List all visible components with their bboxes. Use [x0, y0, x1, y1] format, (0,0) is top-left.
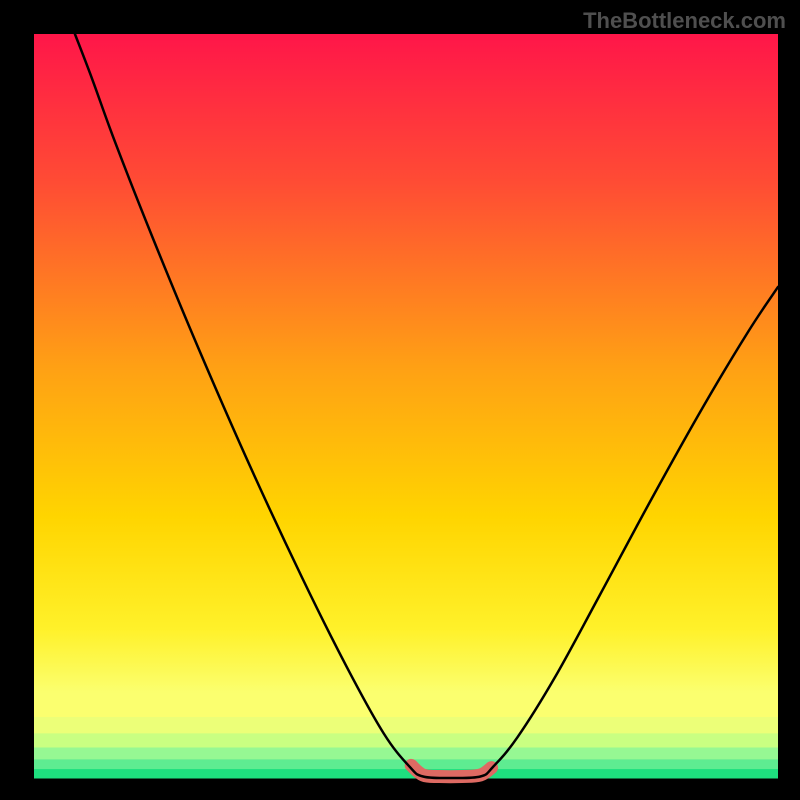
bottom-band — [34, 769, 778, 778]
chart-frame: TheBottleneck.com — [0, 0, 800, 800]
bottom-band — [34, 747, 778, 759]
bottom-band — [34, 733, 778, 748]
watermark-text: TheBottleneck.com — [583, 8, 786, 34]
bottom-band — [34, 692, 778, 717]
bottom-band — [34, 717, 778, 734]
chart-svg — [0, 0, 800, 800]
plot-background — [34, 34, 778, 778]
